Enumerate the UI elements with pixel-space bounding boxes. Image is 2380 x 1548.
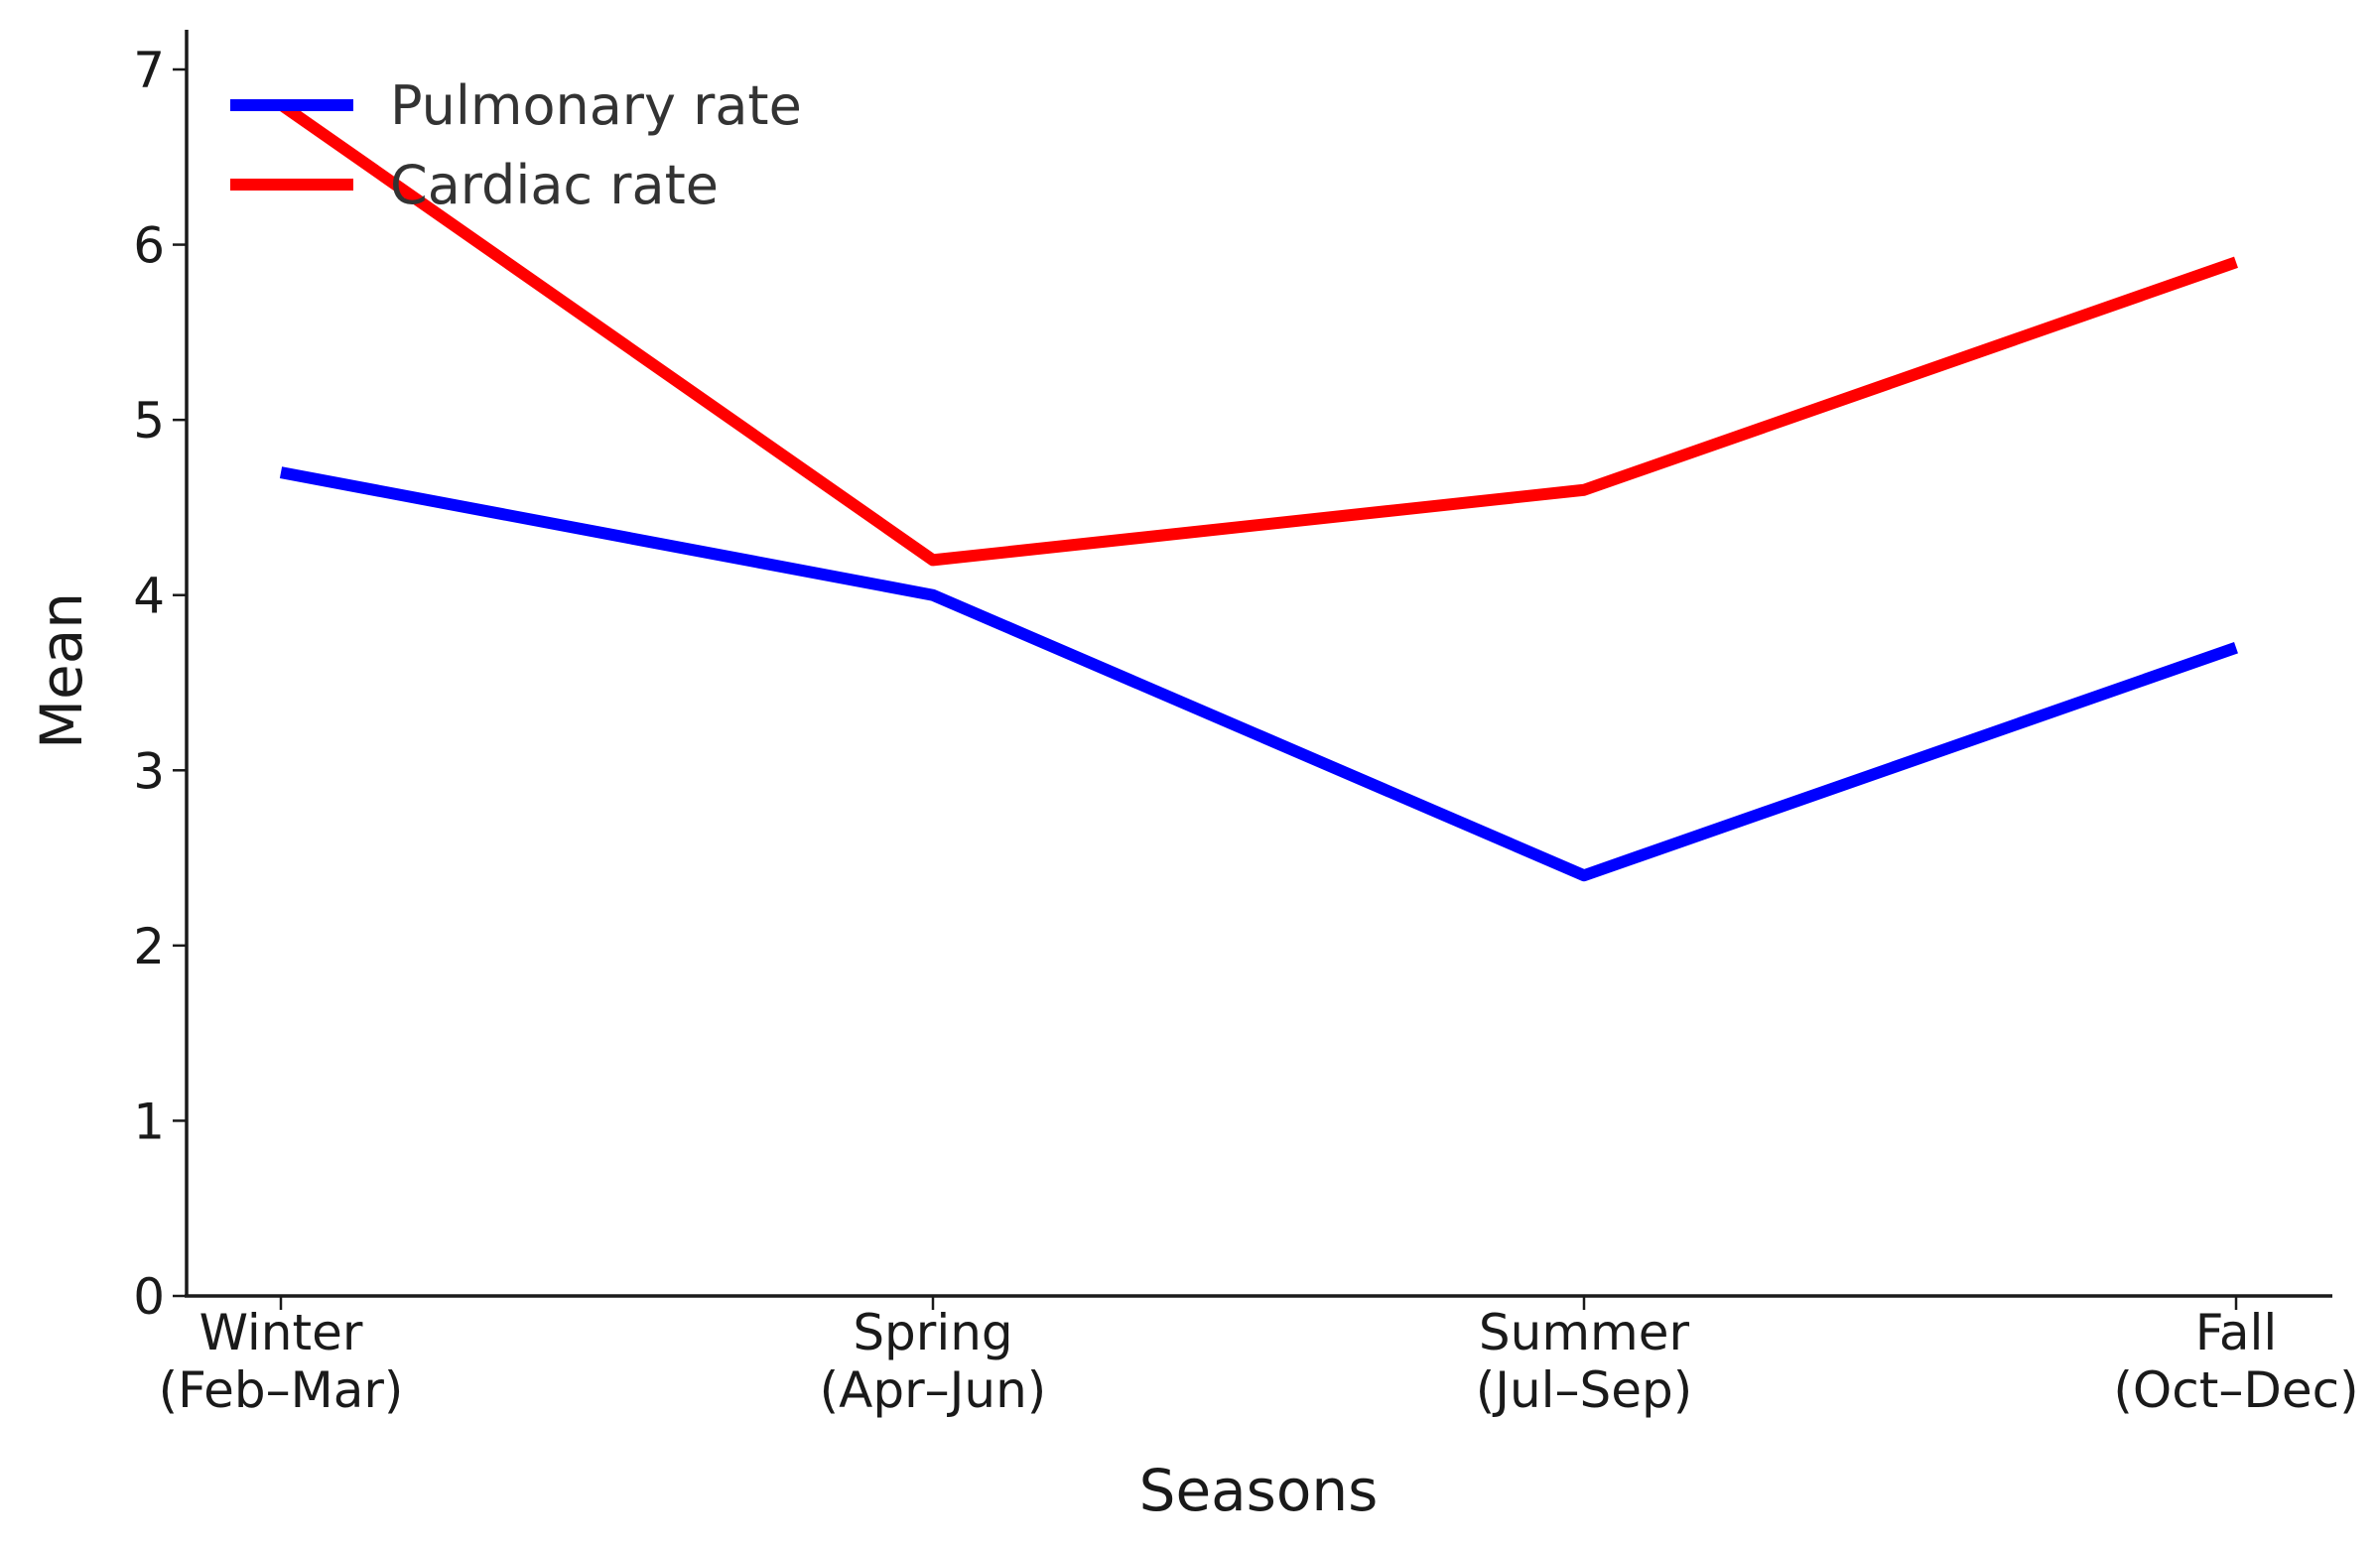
y-tick-label: 3 xyxy=(133,742,165,800)
y-tick-label: 1 xyxy=(133,1093,165,1150)
y-tick-label: 7 xyxy=(133,42,165,99)
x-tick-label: Summer (Jul–Sep) xyxy=(1476,1304,1693,1419)
y-axis-title: Mean xyxy=(28,592,95,749)
y-tick-label: 4 xyxy=(133,568,165,625)
x-tick-label: Spring (Apr–Jun) xyxy=(820,1304,1047,1419)
x-tick-label-line: Spring xyxy=(853,1304,1012,1361)
legend-label: Cardiac rate xyxy=(390,154,719,216)
x-tick-label-line: (Jul–Sep) xyxy=(1476,1361,1693,1419)
x-tick-label-line: (Apr–Jun) xyxy=(820,1361,1047,1419)
axes xyxy=(185,30,2332,1298)
y-tick-label: 5 xyxy=(133,392,165,450)
series-line-cardiac xyxy=(277,99,2238,567)
x-axis-title: Seasons xyxy=(1139,1457,1379,1524)
x-tick-label-line: Winter xyxy=(199,1304,363,1361)
x-tick-label-line: (Feb–Mar) xyxy=(159,1361,404,1419)
series-line-pulmonary xyxy=(279,466,2238,882)
y-tick-label: 2 xyxy=(133,918,165,975)
x-ticks: Winter (Feb–Mar) Spring (Apr–Jun) Summer (Jul… xyxy=(159,1296,2359,1419)
x-tick-label: Fall (Oct–Dec) xyxy=(2113,1304,2358,1419)
x-tick-label-line: Summer xyxy=(1479,1304,1690,1361)
y-tick-label: 6 xyxy=(133,217,165,275)
legend: Pulmonary rate Cardiac rate xyxy=(230,74,802,216)
y-ticks: 0 1 2 3 4 5 6 7 xyxy=(133,42,187,1326)
x-tick-label-line: Fall xyxy=(2195,1304,2278,1361)
legend-label: Pulmonary rate xyxy=(390,74,802,137)
y-tick-label: 0 xyxy=(133,1268,165,1326)
x-tick-label-line: (Oct–Dec) xyxy=(2113,1361,2358,1419)
plot-lines xyxy=(277,99,2238,882)
x-tick-label: Winter (Feb–Mar) xyxy=(159,1304,404,1419)
